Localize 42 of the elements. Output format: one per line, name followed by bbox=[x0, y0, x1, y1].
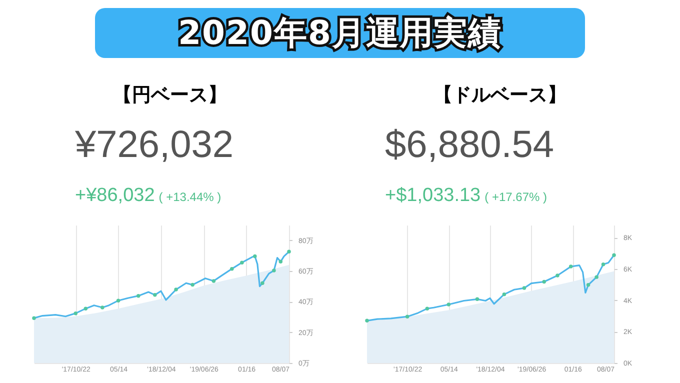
point bbox=[174, 288, 178, 292]
point bbox=[153, 293, 157, 297]
point bbox=[212, 279, 216, 283]
point bbox=[190, 282, 194, 287]
point bbox=[32, 316, 36, 320]
point bbox=[240, 260, 244, 264]
text: 2020年8月運用実績 bbox=[95, 8, 585, 58]
text: ( +13.44% ) bbox=[158, 190, 222, 204]
point bbox=[84, 306, 88, 310]
point bbox=[568, 264, 573, 268]
point bbox=[116, 298, 120, 302]
point bbox=[556, 274, 560, 278]
text: +¥86,032 bbox=[75, 185, 155, 206]
point bbox=[612, 253, 616, 257]
point bbox=[260, 281, 264, 285]
point bbox=[287, 250, 291, 254]
text: ( +17.67% ) bbox=[484, 190, 547, 204]
point bbox=[100, 306, 104, 310]
chart-subtitle: $6,880.54 bbox=[385, 124, 554, 167]
line-series bbox=[33, 250, 290, 319]
point bbox=[425, 306, 430, 310]
point bbox=[405, 314, 410, 318]
text: +$1,033.13 bbox=[385, 185, 481, 206]
point bbox=[586, 283, 590, 287]
line-series bbox=[366, 254, 615, 322]
point bbox=[475, 297, 480, 302]
point bbox=[253, 254, 257, 258]
point bbox=[272, 268, 276, 272]
point bbox=[446, 302, 451, 306]
point bbox=[365, 318, 369, 323]
point bbox=[542, 280, 546, 284]
point bbox=[594, 275, 598, 279]
point bbox=[522, 286, 526, 290]
point bbox=[601, 262, 606, 266]
chart-title: 【円ベース】 bbox=[113, 83, 227, 108]
chart-title: 【ドルベース】 bbox=[434, 83, 566, 108]
point bbox=[74, 311, 78, 316]
point bbox=[230, 266, 234, 271]
point bbox=[278, 260, 283, 264]
point bbox=[136, 294, 140, 298]
chart-subtitle: ¥726,032 bbox=[75, 124, 234, 167]
point bbox=[502, 292, 506, 296]
